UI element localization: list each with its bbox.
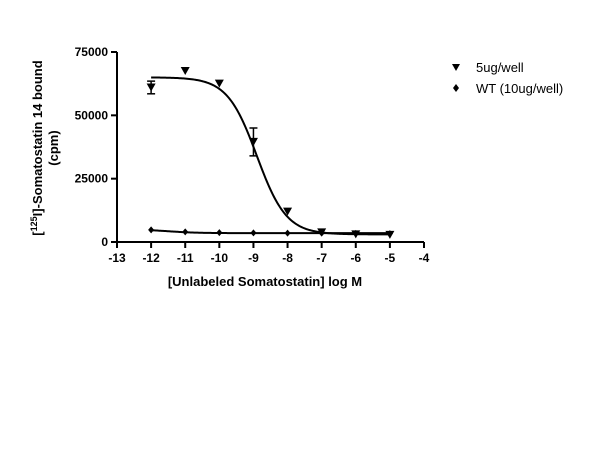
- data-point: [250, 229, 257, 237]
- legend-label-wt: WT (10ug/well): [476, 81, 563, 96]
- data-point: [148, 226, 155, 234]
- data-point: [318, 229, 325, 237]
- x-axis-title: [Unlabeled Somatostatin] log M: [168, 274, 362, 289]
- plot-area: -13 -12 -11 -10 -9 -8 -7 -6 -5 -4 0 25000 50000 7500…: [75, 45, 430, 265]
- y-tick-label: 75000: [75, 45, 109, 59]
- y-tick-label: 25000: [75, 172, 109, 186]
- y-tick-label: 50000: [75, 108, 109, 122]
- series-layer: [146, 67, 395, 239]
- fit-curve: [151, 76, 390, 236]
- x-tick-label: -12: [142, 251, 160, 265]
- y-axis-title: [125I]-Somatostatin 14 bound (cpm): [29, 60, 61, 235]
- data-point: [180, 67, 190, 75]
- legend-item-wt: WT (10ug/well): [453, 81, 563, 96]
- series-0: [146, 67, 395, 239]
- y-axis-title-unit: (cpm): [46, 130, 61, 165]
- legend-item-5ug-well: 5ug/well: [452, 60, 524, 75]
- y-axis-title-prefix: [: [30, 231, 45, 236]
- triangle-down-marker-icon: [452, 64, 460, 71]
- y-axis-title-superscript: 125: [29, 216, 39, 231]
- y-axis-title-main: I]-Somatostatin 14 bound: [30, 60, 45, 216]
- data-point: [284, 229, 291, 237]
- data-point: [352, 229, 359, 237]
- fit-curve: [151, 229, 390, 235]
- y-tick-label: 0: [101, 235, 108, 249]
- x-tick-label: -8: [282, 251, 293, 265]
- data-point: [216, 229, 223, 237]
- x-tick-label: -13: [108, 251, 126, 265]
- x-tick-label: -11: [177, 251, 194, 265]
- diamond-marker-icon: [453, 84, 459, 92]
- x-tick-label: -6: [350, 251, 361, 265]
- x-tick-label: -4: [419, 251, 430, 265]
- x-tick-label: -10: [211, 251, 229, 265]
- x-tick-label: -9: [248, 251, 259, 265]
- x-tick-label: -7: [316, 251, 327, 265]
- data-point: [214, 79, 224, 88]
- data-point: [248, 137, 258, 146]
- data-point: [386, 230, 393, 238]
- data-point: [146, 83, 156, 92]
- x-axis-ticks: -13 -12 -11 -10 -9 -8 -7 -6 -5 -4: [108, 242, 430, 265]
- y-axis-ticks: 0 25000 50000 75000: [75, 45, 117, 249]
- x-tick-label: -5: [385, 251, 396, 265]
- data-point: [283, 207, 293, 216]
- svg-text:[125I]-Somatostatin 14 bound: [125I]-Somatostatin 14 bound: [29, 60, 45, 235]
- legend: 5ug/well WT (10ug/well): [452, 60, 563, 96]
- legend-label-5ug-well: 5ug/well: [476, 60, 524, 75]
- series-1: [148, 226, 393, 238]
- data-point: [182, 228, 189, 236]
